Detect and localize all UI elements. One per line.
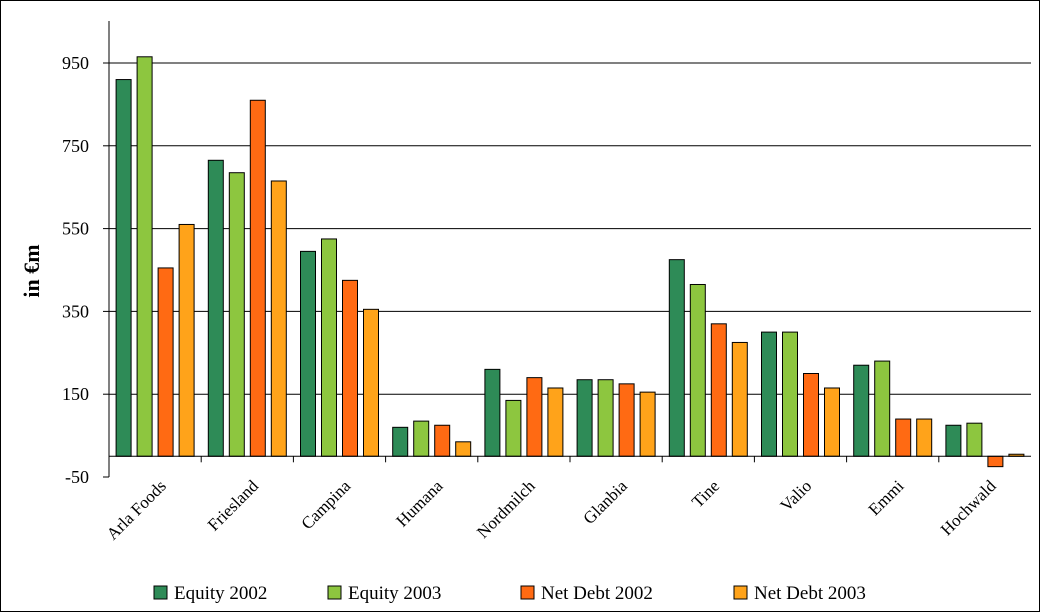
legend-swatch xyxy=(153,585,168,600)
bar xyxy=(576,379,593,457)
bar xyxy=(392,426,409,457)
x-tick-label: Nordmilch xyxy=(473,476,539,542)
bar xyxy=(668,259,685,457)
bar xyxy=(689,283,706,457)
legend-swatch xyxy=(733,585,748,600)
x-tick-label: Tine xyxy=(688,476,723,511)
bar xyxy=(895,418,912,457)
legend-swatch xyxy=(327,585,342,600)
bar xyxy=(115,79,132,457)
bar xyxy=(782,331,798,457)
bar xyxy=(484,368,501,457)
bar xyxy=(342,279,358,457)
bar xyxy=(136,56,153,457)
y-tick-label: -50 xyxy=(65,467,89,487)
bar xyxy=(321,238,337,457)
bar xyxy=(526,377,543,457)
bar xyxy=(618,383,635,457)
legend: Equity 2002 Equity 2003 Net Debt 2002 Net D… xyxy=(153,583,866,604)
bars xyxy=(115,56,1025,468)
x-tick-label: Humana xyxy=(392,476,446,530)
y-tick-label: 750 xyxy=(62,136,89,156)
bar xyxy=(505,399,522,457)
y-tick-label: 550 xyxy=(62,219,89,239)
legend-label: Equity 2003 xyxy=(348,583,441,604)
y-tick-label: 350 xyxy=(62,301,89,321)
bar xyxy=(824,387,840,457)
bar xyxy=(178,223,195,457)
legend-label: Net Debt 2002 xyxy=(541,583,653,604)
bar xyxy=(639,391,656,457)
y-axis-ticks: -50 150 350 550 750 950 xyxy=(62,53,109,487)
bar xyxy=(434,424,451,457)
x-tick-label: Glanbia xyxy=(579,476,631,528)
y-tick-label: 950 xyxy=(62,53,89,73)
bar xyxy=(249,99,266,457)
y-axis-label: in €m xyxy=(19,244,44,297)
bar xyxy=(157,267,174,457)
bar xyxy=(547,387,564,457)
bar xyxy=(945,424,962,457)
legend-swatch xyxy=(520,585,535,600)
x-tick-label: Campina xyxy=(297,476,354,533)
bar xyxy=(597,379,614,457)
axes xyxy=(108,21,1031,477)
x-tick-label: Valio xyxy=(777,476,816,515)
bar xyxy=(874,360,891,457)
bar xyxy=(270,180,287,457)
bar xyxy=(853,364,870,457)
bar xyxy=(207,159,224,457)
x-tick-label: Hochwald xyxy=(937,476,1000,539)
bar xyxy=(363,308,379,457)
bar xyxy=(455,441,472,457)
bar xyxy=(916,418,933,457)
y-tick-label: 150 xyxy=(62,384,89,404)
x-tick-label: Arla Foods xyxy=(103,476,170,543)
x-tick-label: Friesland xyxy=(204,476,263,535)
legend-label: Equity 2002 xyxy=(174,583,267,604)
bar xyxy=(300,250,316,457)
bar xyxy=(228,172,245,457)
bar xyxy=(761,331,777,457)
x-tick-label: Emmi xyxy=(865,476,908,519)
bar xyxy=(803,373,819,457)
bar xyxy=(731,341,748,457)
legend-label: Net Debt 2003 xyxy=(754,583,866,604)
bar xyxy=(987,455,1004,468)
x-axis-labels: Arla Foods Friesland Campina Humana Nordmilc… xyxy=(103,476,1000,544)
bar xyxy=(413,420,430,457)
bar xyxy=(710,323,727,457)
bar xyxy=(966,422,983,457)
gridlines xyxy=(109,62,1031,395)
